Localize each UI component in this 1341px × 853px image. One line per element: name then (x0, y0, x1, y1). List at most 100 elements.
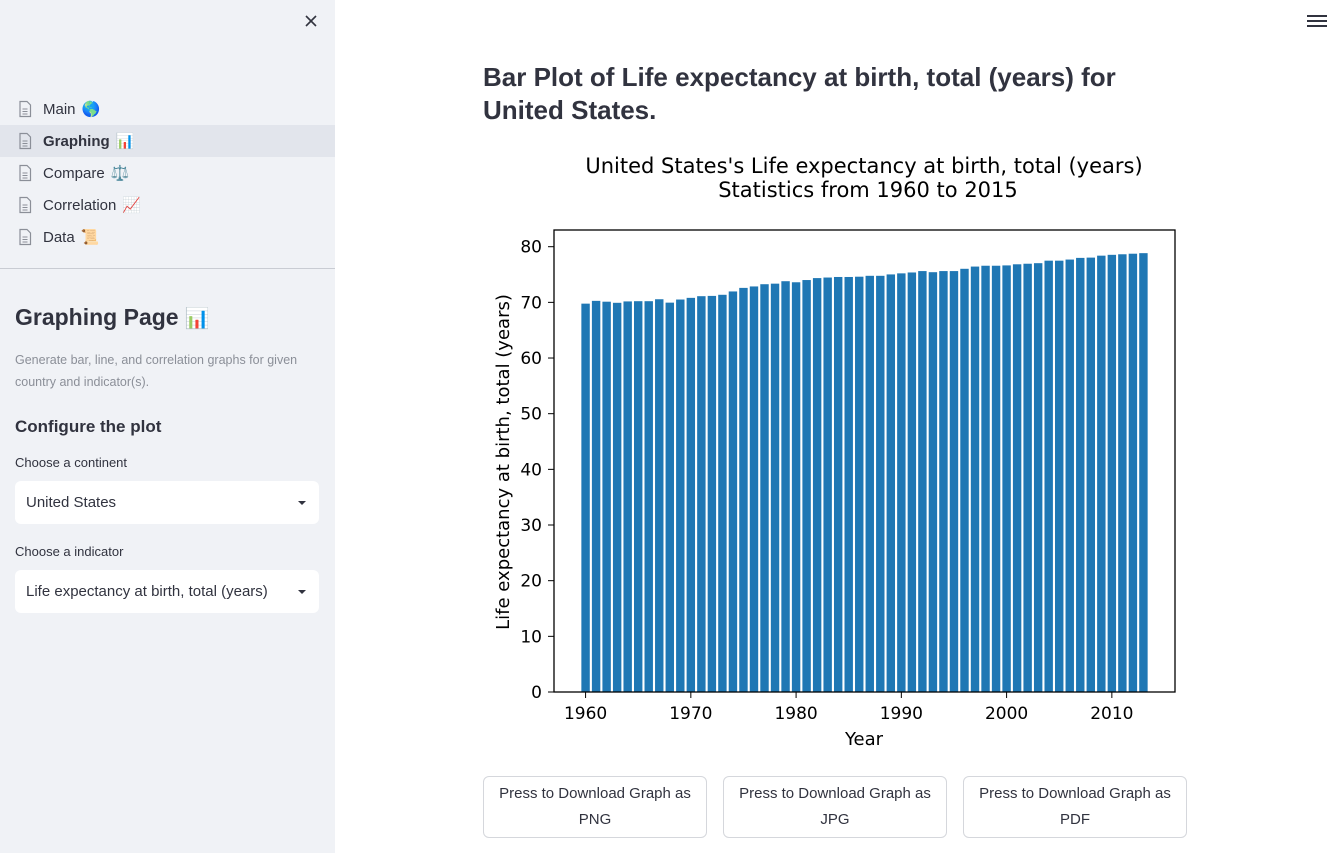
hamburger-icon-line (1307, 20, 1327, 22)
indicator-select[interactable]: Life expectancy at birth, total (years) (15, 570, 319, 613)
bar-1961 (591, 300, 601, 692)
x-tick-label: 2010 (1090, 704, 1133, 724)
document-icon (17, 196, 33, 214)
bar-1978 (770, 283, 780, 692)
nav-item-label: Data (43, 228, 75, 246)
bar-1977 (760, 284, 769, 692)
bar-1980 (791, 282, 801, 692)
document-icon (17, 132, 33, 150)
nav-item-correlation[interactable]: Correlation 📈 (0, 189, 335, 221)
bar-1997 (970, 266, 980, 692)
bar-1968 (665, 302, 674, 692)
bar-1989 (886, 274, 896, 692)
bar-1969 (676, 299, 685, 692)
bar-2002 (1023, 263, 1032, 692)
chart-title-line-1: United States's Life expectancy at birth… (585, 154, 1142, 178)
x-tick-label: 1970 (669, 704, 712, 724)
y-tick-label: 40 (520, 460, 542, 480)
bar-1985 (844, 276, 853, 692)
y-tick-label: 70 (520, 293, 542, 313)
bar-1962 (602, 301, 611, 692)
plot-area-frame (553, 229, 1176, 693)
document-icon (17, 228, 33, 246)
sidebar-title-text: Graphing Page (15, 304, 179, 330)
bar-1998 (981, 265, 990, 692)
sidebar-content: Graphing Page 📊 Generate bar, line, and c… (15, 304, 319, 613)
bar-1992 (918, 271, 927, 692)
download-pdf-button[interactable]: Press to Download Graph as PDF (963, 776, 1187, 838)
bar-1972 (707, 295, 717, 692)
scales-icon: ⚖️ (110, 165, 130, 182)
bar-1973 (718, 294, 727, 692)
x-tick-label: 1980 (774, 704, 817, 724)
close-sidebar-button[interactable] (300, 10, 322, 32)
download-buttons-row: Press to Download Graph as PNG Press to … (483, 776, 1187, 838)
nav-item-main[interactable]: Main 🌎 (0, 93, 335, 125)
y-tick-label: 80 (520, 238, 542, 258)
x-axis: 1960 1970 1980 1990 2000 2010 (564, 692, 1133, 724)
nav-item-compare[interactable]: Compare ⚖️ (0, 157, 335, 189)
sidebar-caption: Generate bar, line, and correlation grap… (15, 353, 298, 389)
download-jpg-button[interactable]: Press to Download Graph as JPG (723, 776, 947, 838)
bar-1983 (823, 277, 832, 692)
bar-1974 (728, 291, 738, 692)
sidebar: Main 🌎 Graphing 📊 Compare ⚖️ (0, 0, 335, 853)
nav-item-graphing[interactable]: Graphing 📊 (0, 125, 335, 157)
nav-item-label: Graphing (43, 132, 110, 150)
page-nav: Main 🌎 Graphing 📊 Compare ⚖️ (0, 93, 335, 253)
y-tick-label: 0 (531, 683, 542, 703)
y-tick-label: 30 (520, 516, 542, 536)
bar-2004 (1044, 260, 1053, 692)
nav-item-label: Compare (43, 164, 105, 182)
bar-1970 (686, 297, 696, 692)
bar-1971 (697, 296, 706, 692)
bar-2006 (1065, 259, 1074, 692)
bar-1990 (897, 273, 906, 692)
y-axis-label: Life expectancy at birth, total (years) (493, 294, 514, 630)
bar-1975 (739, 287, 748, 692)
bar-1979 (781, 281, 790, 692)
bar-1963 (612, 302, 622, 692)
bar-1986 (855, 276, 864, 692)
hamburger-icon-line (1307, 25, 1327, 27)
bar-2013 (1139, 253, 1148, 692)
bar-1994 (939, 271, 948, 692)
chart-title-line-2: Statistics from 1960 to 2015 (718, 178, 1018, 202)
nav-item-label: Main (43, 100, 76, 118)
bar-1999 (991, 265, 1001, 692)
document-icon (17, 100, 33, 118)
indicator-label: Choose a indicator (15, 544, 124, 559)
indicator-select-value: Life expectancy at birth, total (years) (26, 583, 268, 600)
bar-2009 (1097, 255, 1106, 692)
bar-1966 (644, 301, 653, 692)
configure-subheader: Configure the plot (15, 417, 162, 436)
bar-1981 (802, 280, 811, 692)
bar-1982 (812, 278, 822, 692)
y-tick-label: 50 (520, 405, 542, 425)
scroll-icon: 📜 (80, 229, 100, 246)
page-title: Bar Plot of Life expectancy at birth, to… (483, 62, 1116, 125)
download-png-button[interactable]: Press to Download Graph as PNG (483, 776, 707, 838)
bar-chart: United States's Life expectancy at birth… (493, 154, 1176, 750)
continent-select[interactable]: United States (15, 481, 319, 524)
bar-1960 (581, 303, 590, 692)
x-axis-label: Year (844, 729, 884, 750)
chevron-down-icon (298, 501, 306, 505)
nav-item-data[interactable]: Data 📜 (0, 221, 335, 253)
chevron-down-icon (298, 590, 306, 594)
bar-chart-icon: 📊 (184, 308, 210, 330)
bar-1988 (876, 275, 885, 692)
bar-chart-icon: 📊 (115, 133, 135, 150)
globe-icon: 🌎 (81, 101, 101, 118)
sidebar-title: Graphing Page 📊 (15, 304, 319, 331)
close-icon (305, 15, 317, 27)
hamburger-icon-line (1307, 15, 1327, 17)
bar-2007 (1076, 257, 1085, 692)
continent-select-value: United States (26, 494, 117, 511)
bar-2011 (1118, 254, 1127, 692)
y-tick-label: 10 (520, 627, 542, 647)
main-menu-button[interactable] (1307, 12, 1327, 30)
y-tick-label: 20 (520, 572, 542, 592)
bar-1965 (633, 301, 643, 692)
bar-1964 (623, 301, 632, 692)
